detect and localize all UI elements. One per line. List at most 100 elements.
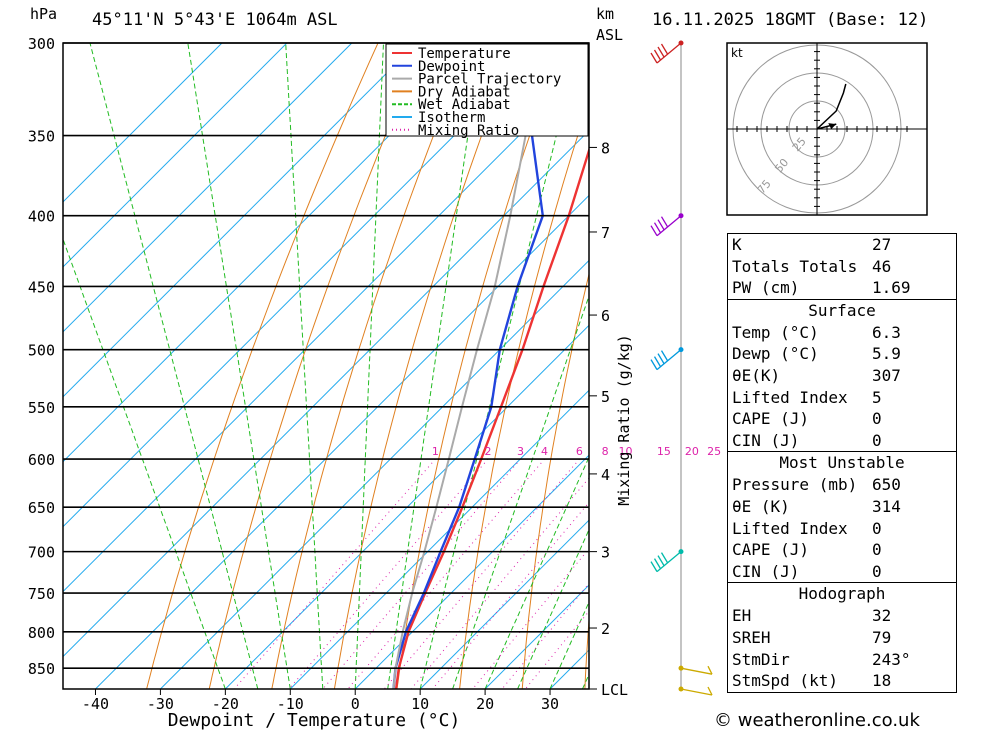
legend-label: Dewpoint (418, 59, 485, 75)
most-unstable-section: Most Unstable Pressure (mb) 650 θE (K) 314… (728, 451, 956, 582)
height-tick-label: 6 (601, 307, 610, 325)
stat-row: Temp (°C) 6.3 (732, 322, 901, 342)
x-tick-label: -10 (277, 695, 304, 713)
wind-barb-feather (653, 222, 662, 234)
isotherm-line (95, 194, 589, 689)
legend-label: Temperature (418, 46, 511, 62)
wind-barb-shaft (680, 688, 713, 696)
stat-row: CAPE (J) 0 (732, 409, 882, 429)
wind-barb (678, 686, 713, 696)
wet-adiabat-line (63, 237, 226, 689)
wet-adiabat-line (285, 43, 324, 689)
stat-row: K 27 (732, 235, 892, 254)
isotherm-line (63, 43, 418, 398)
stat-row: Lifted Index 5 (732, 387, 882, 407)
wet-adiabat-line (549, 600, 589, 689)
mixing-ratio-label: 2 (485, 445, 492, 458)
isotherm-line (63, 64, 589, 593)
isotherm-line (419, 519, 589, 689)
pressure-tick-label: 750 (28, 585, 55, 603)
wet-adiabat-line (419, 43, 580, 689)
wind-barb (650, 347, 684, 371)
x-tick-label: -40 (82, 695, 109, 713)
wet-adiabat-line (89, 43, 259, 689)
pressure-tick-label: 450 (28, 278, 55, 296)
wind-barb-feather (653, 49, 662, 61)
x-tick-label: 20 (476, 695, 494, 713)
stat-row: CAPE (J) 0 (732, 540, 882, 560)
dry-adiabat-line (459, 98, 589, 689)
mixing-ratio-axis-label: Mixing Ratio (g/kg) (615, 334, 633, 506)
stat-row: StmDir 243° (732, 649, 911, 669)
wind-barb-feather (650, 225, 658, 237)
isotherm-line (63, 43, 353, 333)
mixing-ratio-line (347, 458, 545, 689)
pressure-tick-label: 650 (28, 499, 55, 517)
mixing-ratio-label: 15 (657, 445, 671, 458)
wind-barb (678, 665, 713, 675)
legend-label: Mixing Ratio (418, 123, 519, 139)
hodograph-trace (816, 83, 847, 130)
wind-barb-feather (650, 52, 658, 64)
wet-adiabat-line (187, 43, 291, 689)
height-tick-label: 2 (601, 620, 610, 638)
dry-adiabat-line (333, 43, 517, 689)
stat-row: StmSpd (kt) 18 (732, 671, 892, 691)
mixing-ratio-label: 8 (602, 445, 609, 458)
height-tick-label: 7 (601, 224, 610, 242)
wet-adiabat-line (387, 43, 482, 689)
isotherm-line (63, 43, 483, 463)
legend-label: Parcel Trajectory (418, 72, 561, 88)
wind-barb-shaft (656, 42, 682, 64)
stat-row: Lifted Index 0 (732, 518, 882, 538)
x-tick-label: 30 (541, 695, 559, 713)
wind-barb (650, 213, 684, 237)
pressure-tick-label: 800 (28, 624, 55, 642)
wind-barb-feather (657, 46, 665, 58)
legend-box (385, 43, 589, 137)
height-units-label-asl: ASL (596, 26, 624, 44)
x-tick-label: -30 (147, 695, 174, 713)
location-title: 45°11'N 5°43'E 1064m ASL (92, 10, 338, 30)
mixing-ratio-label: 10 (619, 445, 633, 458)
stat-row: θE(K) 307 (732, 365, 901, 385)
mixing-ratio-line (472, 548, 589, 689)
stat-row: SREH 79 (732, 627, 892, 647)
legend-label: Wet Adiabat (418, 97, 511, 113)
stat-row: Totals Totals 46 (732, 256, 892, 276)
dry-adiabat-line (146, 43, 379, 689)
wind-barb (650, 40, 684, 64)
isotherm-line (63, 43, 548, 528)
credit-text[interactable]: © weatheronline.co.uk (714, 710, 920, 731)
legend-label: Isotherm (418, 110, 485, 126)
wet-adiabat-line (452, 294, 589, 689)
height-units-label: km (596, 5, 615, 23)
mixing-ratio-line (322, 458, 521, 689)
stat-row: Pressure (mb) 650 (732, 475, 901, 495)
wet-adiabat-line (354, 43, 384, 689)
wind-barb-feather (660, 43, 669, 55)
isotherm-line (63, 43, 223, 203)
isotherm-line (63, 43, 288, 268)
mixing-ratio-line (501, 582, 589, 689)
wind-barb-shaft (680, 667, 713, 675)
mixing-ratio-line (432, 501, 589, 689)
wind-barb-feather (653, 356, 662, 367)
x-axis-title: Dewpoint / Temperature (°C) (168, 710, 461, 731)
pressure-tick-label: 550 (28, 399, 55, 417)
mixing-ratio-label: 6 (576, 445, 583, 458)
legend-label: Dry Adiabat (418, 84, 511, 100)
stat-row: EH 32 (732, 606, 892, 626)
wet-adiabat-line (517, 528, 589, 689)
pressure-tick-label: 350 (28, 128, 55, 146)
hodograph-title: Hodograph (798, 584, 886, 604)
storm-motion-arrowhead (828, 123, 837, 130)
dry-adiabat-line (521, 272, 589, 689)
hodograph-stats-section: Hodograph EH 32 SREH 79 StmDir 243° StmSpd … (728, 582, 956, 691)
x-tick-label: 0 (351, 695, 360, 713)
datetime-title: 16.11.2025 18GMT (Base: 12) (652, 10, 929, 30)
dry-adiabat-line (208, 43, 425, 689)
isotherm-line (289, 389, 589, 689)
